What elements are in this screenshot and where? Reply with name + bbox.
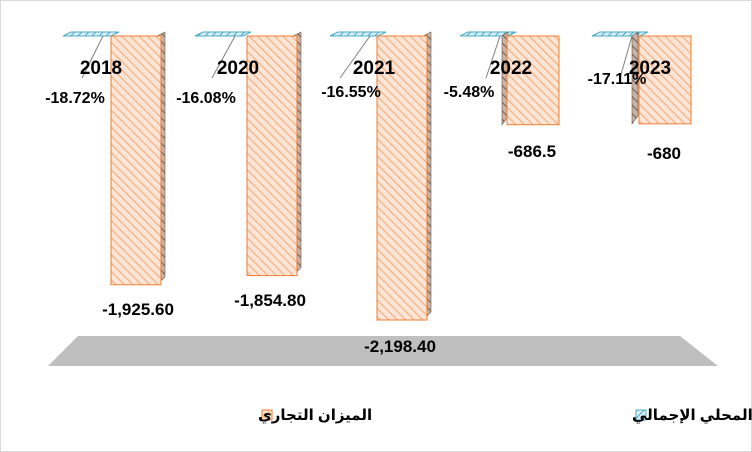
gdp-pct-bar-2023 [591,31,649,37]
trade-balance-label-2018: -1,925.60 [102,300,174,319]
gdp-pct-bar-2020 [194,31,252,37]
gdp-pct-label-2020: -16.08% [176,90,236,107]
x-tick-label-2021: 2021 [353,58,396,79]
trade-balance-label-2021: -2,198.40 [364,337,436,356]
gdp-pct-label-2021: -16.55% [321,84,381,101]
chart-floor [48,336,718,366]
x-tick-label-2020: 2020 [217,58,259,79]
trade-balance-label-2023: -680 [647,144,681,163]
trade-balance-label-2020: -1,854.80 [234,291,306,310]
gdp-pct-bar-2018 [62,31,120,37]
trade-balance-label-2022: -686.5 [508,142,556,161]
legend-label-trade-balance-gdp: الميزان التجاري % من الناتج المحلي الإجم… [632,407,752,425]
x-tick-label-2018: 2018 [80,58,122,79]
gdp-pct-bar-2021 [329,31,387,37]
trade-balance-bar-2022 [506,35,560,126]
gdp-pct-label-2023: -17.11% [588,71,647,88]
trade-balance-bar-2018 [110,35,162,286]
chart-legend: الميزان التجاري الميزان التجاري % من الن… [258,407,752,425]
trade-balance-bar-2023 [638,35,692,125]
gdp-pct-label-2018: -18.72% [45,90,105,107]
pct-leader-line-2022 [485,35,501,79]
x-tick-label-2023: 2023 [629,58,671,79]
legend-swatch-trade-balance-gdp [635,409,647,421]
legend-swatch-trade-balance [261,409,273,421]
pct-leader-line-2023 [619,35,633,79]
pct-leader-line-2021 [339,35,371,79]
trade-balance-bar-2020 [246,35,298,277]
gdp-pct-label-2022: -5.48% [444,84,495,101]
gdp-pct-bar-2022 [459,31,517,37]
legend-label-trade-balance: الميزان التجاري [258,407,372,425]
trade-balance-bar-2021 [376,35,428,321]
x-tick-label-2022: 2022 [490,58,532,79]
pct-leader-line-2018 [81,35,104,79]
trade-balance-bar-side-2023 [631,31,639,125]
pct-leader-line-2020 [211,35,236,79]
